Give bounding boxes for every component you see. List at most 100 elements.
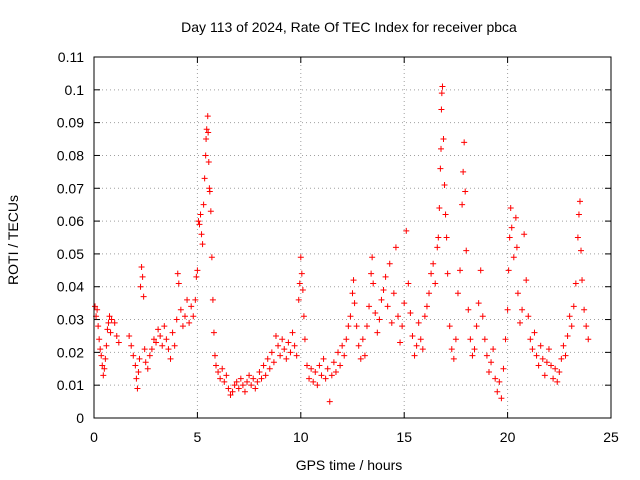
- data-point: [94, 306, 101, 313]
- data-point: [438, 90, 445, 97]
- data-point: [386, 260, 393, 267]
- data-point: [533, 352, 540, 359]
- data-point: [454, 290, 461, 297]
- data-point: [239, 382, 246, 389]
- data-point: [260, 362, 267, 369]
- data-point: [479, 313, 486, 320]
- data-point: [512, 214, 519, 221]
- data-point: [397, 339, 404, 346]
- data-point: [96, 336, 103, 343]
- data-point: [275, 342, 282, 349]
- data-point: [174, 270, 181, 277]
- data-point: [296, 280, 303, 287]
- data-point: [316, 362, 323, 369]
- data-point: [262, 372, 269, 379]
- data-point: [318, 372, 325, 379]
- data-point: [202, 152, 209, 159]
- data-point: [411, 352, 418, 359]
- data-point: [405, 280, 412, 287]
- data-point: [204, 113, 211, 120]
- data-point: [366, 303, 373, 310]
- data-point: [578, 247, 585, 254]
- data-point: [500, 365, 507, 372]
- data-point: [531, 329, 538, 336]
- data-point: [146, 352, 153, 359]
- data-point: [217, 375, 224, 382]
- data-point: [469, 352, 476, 359]
- data-point: [277, 352, 284, 359]
- data-point: [179, 323, 186, 330]
- chart-title: Day 113 of 2024, Rate Of TEC Index for r…: [181, 19, 517, 35]
- data-point: [190, 313, 197, 320]
- data-point: [264, 355, 271, 362]
- data-point: [159, 342, 166, 349]
- data-point: [409, 332, 416, 339]
- data-point: [548, 362, 555, 369]
- data-point: [192, 296, 199, 303]
- data-point: [199, 241, 206, 248]
- data-point: [270, 359, 277, 366]
- data-point: [197, 211, 204, 218]
- y-tick-label: 0.06: [57, 213, 84, 229]
- data-point: [306, 375, 313, 382]
- data-point: [378, 296, 385, 303]
- data-point: [101, 365, 108, 372]
- data-point: [203, 136, 210, 143]
- data-point: [314, 382, 321, 389]
- data-point: [111, 319, 118, 326]
- data-point: [299, 287, 306, 294]
- x-tick-label: 10: [293, 429, 309, 445]
- data-point: [353, 323, 360, 330]
- data-point: [300, 313, 307, 320]
- data-point: [579, 277, 586, 284]
- data-point: [105, 319, 112, 326]
- data-point: [574, 234, 581, 241]
- data-point: [98, 352, 105, 359]
- data-point: [250, 375, 257, 382]
- data-point: [295, 296, 302, 303]
- data-point: [108, 316, 115, 323]
- data-point: [281, 346, 288, 353]
- y-axis-ticks: 0 0.01 0.02 0.03 0.04 0.05 0.06 0.07 0.08 0.09 0.1…: [57, 49, 611, 426]
- data-points: [92, 83, 592, 405]
- data-point: [310, 378, 317, 385]
- data-point: [137, 283, 144, 290]
- data-point: [322, 375, 329, 382]
- data-point: [444, 270, 451, 277]
- data-point: [144, 365, 151, 372]
- data-point: [374, 329, 381, 336]
- data-point: [460, 168, 467, 175]
- data-point: [568, 323, 575, 330]
- data-point: [324, 365, 331, 372]
- data-point: [413, 342, 420, 349]
- data-point: [485, 369, 492, 376]
- data-point: [502, 336, 509, 343]
- data-point: [529, 346, 536, 353]
- data-point: [428, 270, 435, 277]
- data-point: [148, 346, 155, 353]
- data-point: [492, 375, 499, 382]
- data-point: [283, 355, 290, 362]
- data-point: [248, 382, 255, 389]
- data-point: [229, 388, 236, 395]
- data-point: [382, 273, 389, 280]
- data-point: [537, 342, 544, 349]
- data-point: [361, 352, 368, 359]
- data-point: [506, 234, 513, 241]
- data-point: [227, 392, 234, 399]
- data-point: [446, 323, 453, 330]
- data-point: [175, 280, 182, 287]
- data-point: [103, 342, 110, 349]
- data-point: [523, 277, 530, 284]
- data-point: [473, 323, 480, 330]
- data-point: [399, 323, 406, 330]
- data-point: [100, 372, 107, 379]
- x-tick-label: 5: [194, 429, 202, 445]
- data-point: [488, 359, 495, 366]
- data-point: [350, 277, 357, 284]
- data-point: [138, 264, 145, 271]
- data-point: [285, 339, 292, 346]
- data-point: [328, 372, 335, 379]
- data-point: [258, 375, 265, 382]
- data-point: [514, 290, 521, 297]
